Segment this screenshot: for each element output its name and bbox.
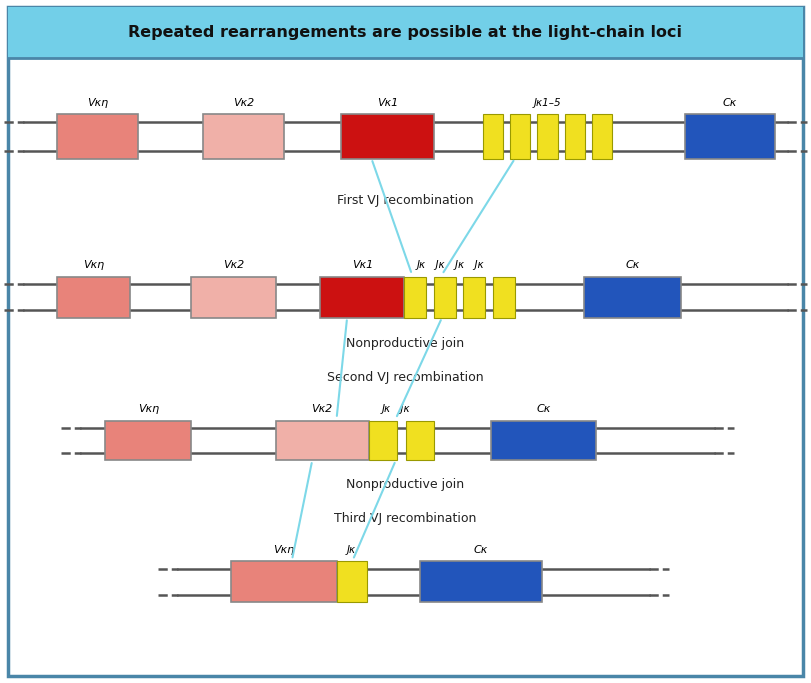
Text: Second VJ recombination: Second VJ recombination	[327, 370, 484, 384]
Text: Jκ Jκ Jκ Jκ: Jκ Jκ Jκ Jκ	[416, 260, 484, 270]
Bar	[483, 114, 503, 158]
Bar	[406, 421, 434, 460]
Bar	[564, 114, 585, 158]
Bar	[8, 7, 803, 58]
Text: Cκ: Cκ	[723, 98, 737, 107]
Bar	[538, 114, 558, 158]
Text: Vκ1: Vκ1	[377, 98, 398, 107]
Text: Nonproductive join: Nonproductive join	[346, 478, 465, 492]
Bar	[493, 277, 515, 318]
Bar	[341, 114, 434, 158]
Text: Nonproductive join: Nonproductive join	[346, 337, 465, 350]
Text: Cκ: Cκ	[536, 404, 551, 414]
Text: Jκ Jκ: Jκ Jκ	[381, 404, 410, 414]
Bar	[203, 114, 284, 158]
Text: Vκ1: Vκ1	[352, 260, 373, 270]
Bar	[404, 277, 426, 318]
Text: Vκ2: Vκ2	[233, 98, 254, 107]
Bar	[685, 114, 775, 158]
Text: Jκ: Jκ	[346, 544, 356, 555]
Bar	[276, 421, 369, 460]
Bar	[420, 561, 542, 602]
Text: Jκ1–5: Jκ1–5	[534, 98, 561, 107]
Bar	[320, 277, 404, 318]
Bar	[510, 114, 530, 158]
Bar	[105, 421, 191, 460]
Text: Vκη: Vκη	[138, 404, 159, 414]
Text: Cκ: Cκ	[625, 260, 640, 270]
Text: Vκη: Vκη	[87, 98, 108, 107]
Bar	[434, 277, 456, 318]
Bar	[337, 561, 367, 602]
Bar	[231, 561, 337, 602]
Bar	[57, 114, 138, 158]
Text: Third VJ recombination: Third VJ recombination	[334, 512, 477, 525]
Text: First VJ recombination: First VJ recombination	[337, 194, 474, 208]
Bar	[584, 277, 681, 318]
Text: Vκ2: Vκ2	[311, 404, 333, 414]
Bar	[491, 421, 596, 460]
Text: Vκη: Vκη	[83, 260, 104, 270]
Bar	[369, 421, 397, 460]
Bar	[463, 277, 485, 318]
Text: Vκ2: Vκ2	[223, 260, 244, 270]
Text: Cκ: Cκ	[474, 544, 488, 555]
Bar	[191, 277, 276, 318]
Text: Vκη: Vκη	[273, 544, 294, 555]
Text: Repeated rearrangements are possible at the light-chain loci: Repeated rearrangements are possible at …	[128, 25, 683, 40]
Bar	[57, 277, 130, 318]
Bar	[592, 114, 612, 158]
